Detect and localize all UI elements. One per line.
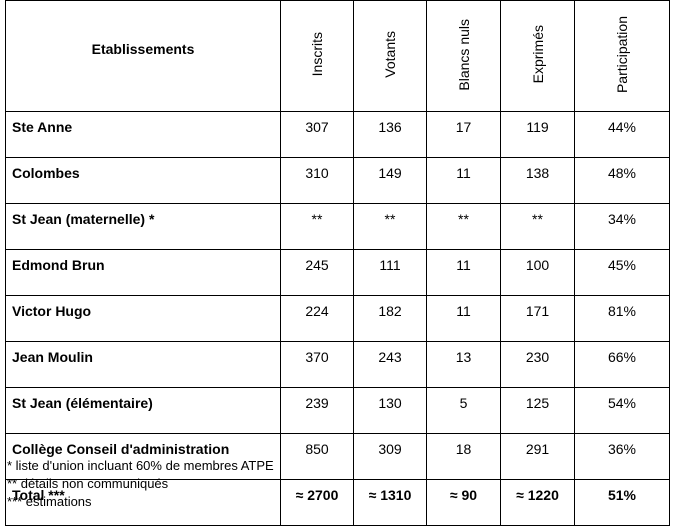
cell-etablissement: Victor Hugo (5, 295, 281, 342)
header-etablissements: Etablissements (5, 0, 281, 112)
cell-votants: 243 (353, 341, 427, 388)
header-participation: Participation (574, 0, 670, 112)
header-exprimes-label: Exprimés (529, 25, 546, 84)
cell-participation: 34% (574, 203, 670, 250)
cell-exprimes: 230 (500, 341, 575, 388)
cell-votants: 130 (353, 387, 427, 434)
table-row: Edmond Brun 245 111 11 100 45% (5, 249, 670, 296)
cell-exprimes: 125 (500, 387, 575, 434)
cell-inscrits: 370 (280, 341, 354, 388)
total-participation: 51% (574, 479, 670, 526)
table-row: St Jean (maternelle) * ** ** ** ** 34% (5, 203, 670, 250)
cell-blancs-nuls: 11 (426, 295, 501, 342)
header-blancs-nuls-label: Blancs nuls (455, 18, 472, 91)
table-row: Victor Hugo 224 182 11 171 81% (5, 295, 670, 342)
header-exprimes: Exprimés (500, 0, 575, 112)
cell-inscrits: 310 (280, 157, 354, 204)
table-row: Collège Conseil d'administration 850 309… (5, 433, 670, 480)
cell-exprimes: 100 (500, 249, 575, 296)
cell-votants: 149 (353, 157, 427, 204)
election-results-table: Etablissements Inscrits Votants Blancs n… (5, 0, 670, 526)
header-votants: Votants (353, 0, 427, 112)
table-row: Jean Moulin 370 243 13 230 66% (5, 341, 670, 388)
cell-participation: 44% (574, 111, 670, 158)
total-blancs-nuls: ≈ 90 (426, 479, 501, 526)
cell-participation: 48% (574, 157, 670, 204)
cell-blancs-nuls: 11 (426, 249, 501, 296)
cell-etablissement: Jean Moulin (5, 341, 281, 388)
header-inscrits: Inscrits (280, 0, 354, 112)
table-row: Ste Anne 307 136 17 119 44% (5, 111, 670, 158)
footnote: ** détails non communiqués (7, 476, 169, 491)
cell-inscrits: 224 (280, 295, 354, 342)
cell-participation: 45% (574, 249, 670, 296)
header-votants-label: Votants (382, 31, 398, 78)
cell-votants: ** (353, 203, 427, 250)
cell-exprimes: 171 (500, 295, 575, 342)
cell-exprimes: 138 (500, 157, 575, 204)
cell-blancs-nuls: 18 (426, 433, 501, 480)
footnotes: * liste d'union incluant 60% de membres … (7, 457, 274, 511)
header-row: Etablissements Inscrits Votants Blancs n… (5, 0, 670, 112)
cell-blancs-nuls: 13 (426, 341, 501, 388)
footnote: *** estimations (7, 494, 92, 509)
cell-etablissement: Collège Conseil d'administration (5, 433, 281, 480)
cell-blancs-nuls: 11 (426, 157, 501, 204)
cell-participation: 36% (574, 433, 670, 480)
cell-inscrits: ** (280, 203, 354, 250)
cell-votants: 111 (353, 249, 427, 296)
cell-participation: 81% (574, 295, 670, 342)
total-votants: ≈ 1310 (353, 479, 427, 526)
total-exprimes: ≈ 1220 (500, 479, 575, 526)
cell-etablissement: Ste Anne (5, 111, 281, 158)
page: Etablissements Inscrits Votants Blancs n… (5, 0, 670, 526)
cell-exprimes: 291 (500, 433, 575, 480)
cell-blancs-nuls: 5 (426, 387, 501, 434)
table-row: St Jean (élémentaire) 239 130 5 125 54% (5, 387, 670, 434)
cell-inscrits: 307 (280, 111, 354, 158)
cell-votants: 309 (353, 433, 427, 480)
cell-exprimes: 119 (500, 111, 575, 158)
cell-inscrits: 850 (280, 433, 354, 480)
cell-etablissement: Edmond Brun (5, 249, 281, 296)
header-blancs-nuls: Blancs nuls (426, 0, 501, 112)
cell-etablissement: Colombes (5, 157, 281, 204)
cell-etablissement: St Jean (maternelle) * (5, 203, 281, 250)
cell-exprimes: ** (500, 203, 575, 250)
cell-votants: 136 (353, 111, 427, 158)
total-inscrits: ≈ 2700 (280, 479, 354, 526)
footnote: * liste d'union incluant 60% de membres … (7, 458, 274, 473)
cell-blancs-nuls: ** (426, 203, 501, 250)
cell-votants: 182 (353, 295, 427, 342)
header-participation-label: Participation (614, 15, 630, 94)
cell-blancs-nuls: 17 (426, 111, 501, 158)
cell-etablissement: St Jean (élémentaire) (5, 387, 281, 434)
cell-inscrits: 245 (280, 249, 354, 296)
header-inscrits-label: Inscrits (309, 32, 325, 77)
cell-participation: 54% (574, 387, 670, 434)
cell-participation: 66% (574, 341, 670, 388)
cell-inscrits: 239 (280, 387, 354, 434)
table-row: Colombes 310 149 11 138 48% (5, 157, 670, 204)
